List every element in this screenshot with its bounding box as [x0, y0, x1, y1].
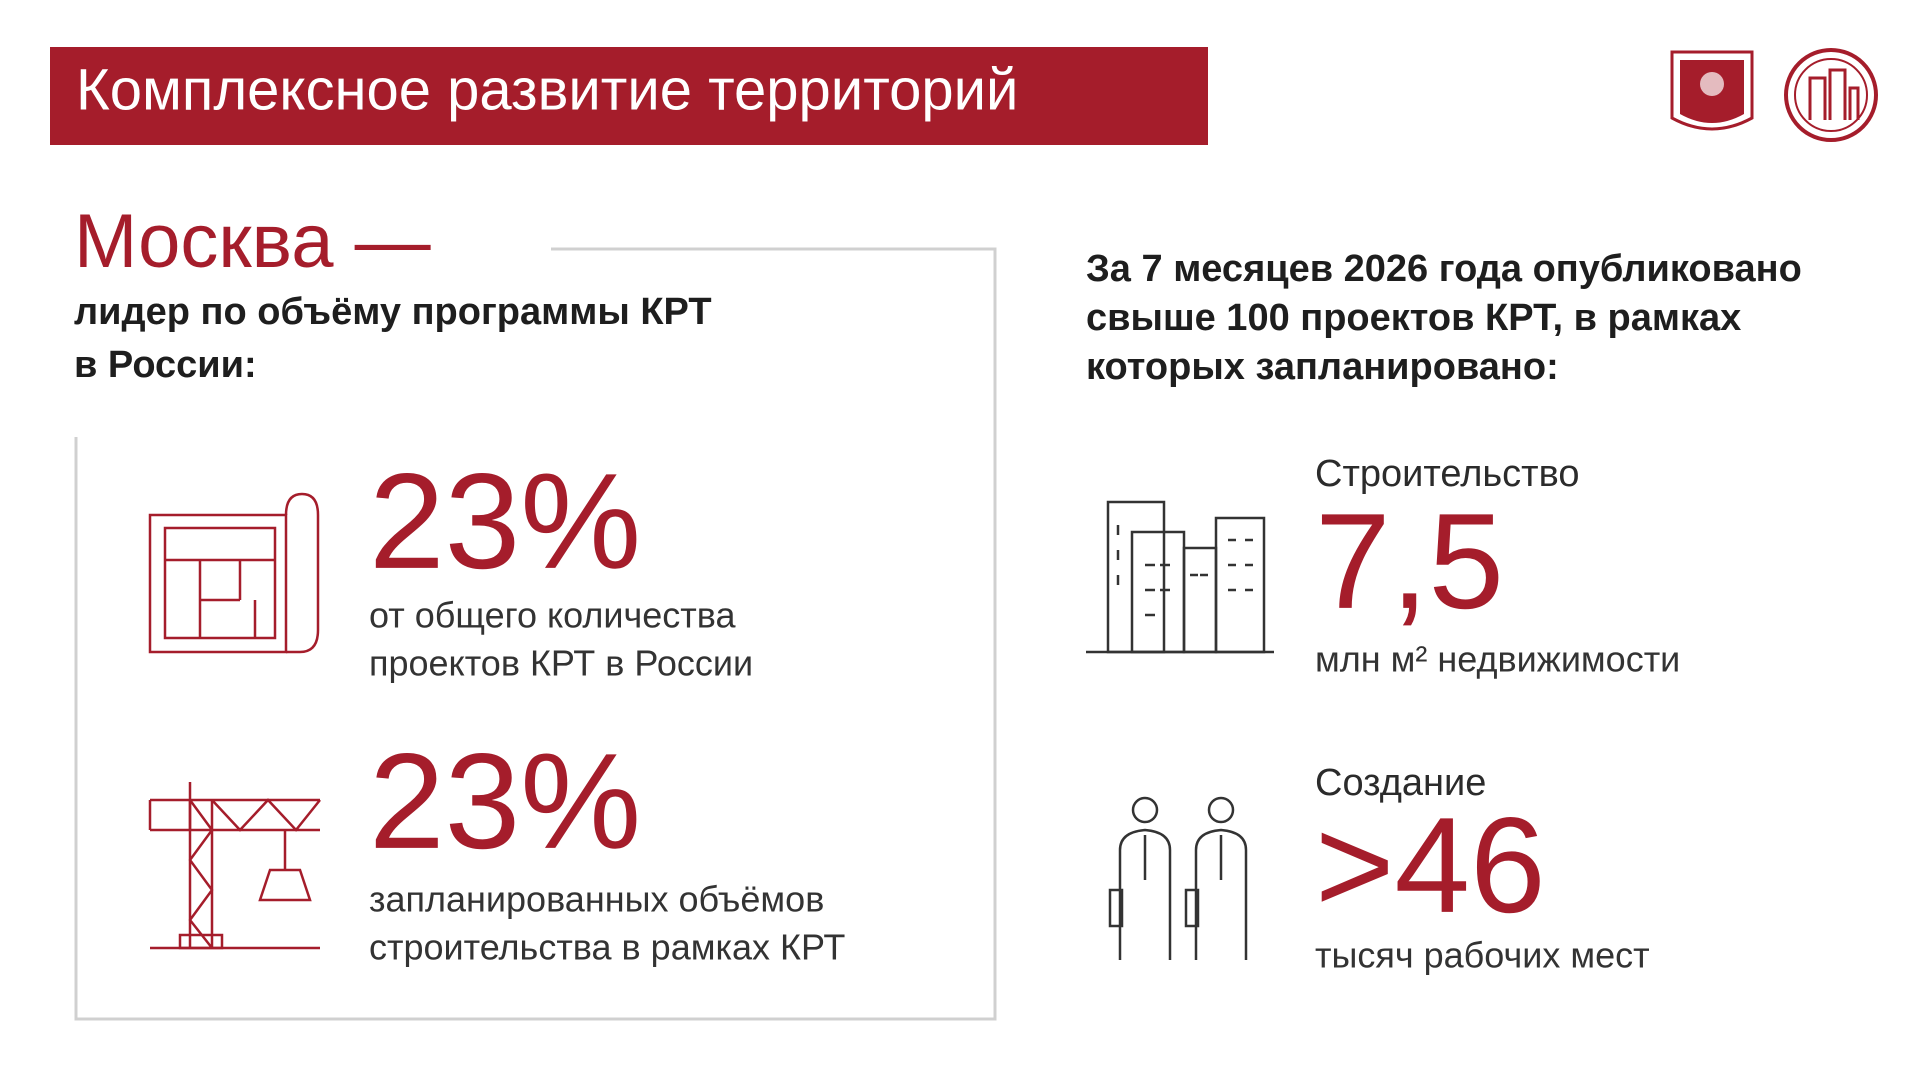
left-subtitle: лидер по объёму программы КРТ	[74, 291, 712, 333]
header-title: Комплексное развитие территорий	[76, 57, 1018, 122]
header-bar	[50, 47, 1208, 145]
item-description: тысяч рабочих мест	[1315, 935, 1650, 976]
item-description: млн м² недвижимости	[1315, 639, 1680, 680]
stat-value: 23%	[369, 725, 641, 877]
right-intro: За 7 месяцев 2026 года опубликовано	[1086, 248, 1802, 290]
people-icon	[1108, 796, 1248, 960]
stat-description: от общего количества	[369, 595, 736, 636]
left-title: Москва —	[74, 199, 431, 284]
item-value: >46	[1315, 789, 1546, 941]
krt-logo	[1784, 48, 1878, 142]
stat-description: запланированных объёмов	[369, 879, 824, 920]
left-box	[74, 247, 997, 1021]
stat-description: строительства в рамках КРТ	[369, 927, 845, 968]
right-intro: свыше 100 проектов КРТ, в рамках	[1086, 297, 1741, 339]
right-intro: которых запланировано:	[1086, 346, 1559, 388]
crane-icon	[148, 782, 321, 950]
blueprint-icon	[148, 492, 320, 654]
item-value: 7,5	[1315, 485, 1504, 637]
left-subtitle: в России:	[74, 344, 257, 386]
item-label: Строительство	[1315, 453, 1579, 495]
moscow-logo	[1670, 50, 1754, 131]
buildings-icon	[1086, 500, 1274, 654]
item-label: Создание	[1315, 762, 1486, 804]
stat-value: 23%	[369, 445, 641, 597]
stat-description: проектов КРТ в России	[369, 643, 753, 684]
